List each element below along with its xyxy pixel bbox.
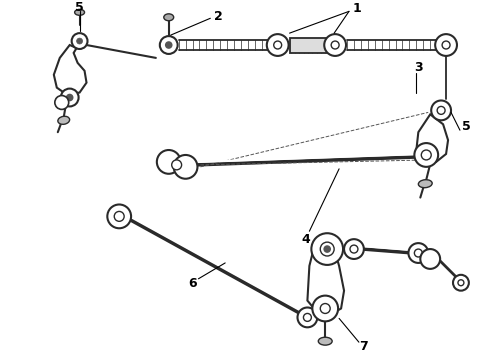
Circle shape (331, 41, 339, 49)
Text: 5: 5 (462, 120, 470, 133)
Circle shape (107, 204, 131, 228)
Circle shape (344, 239, 364, 259)
Circle shape (320, 303, 330, 314)
Text: 7: 7 (360, 339, 368, 353)
Circle shape (415, 143, 438, 167)
Text: 3: 3 (414, 61, 423, 74)
Circle shape (303, 314, 311, 321)
Circle shape (76, 38, 82, 44)
Circle shape (350, 245, 358, 253)
Polygon shape (54, 45, 87, 95)
Circle shape (67, 95, 73, 100)
Ellipse shape (318, 337, 332, 345)
Circle shape (72, 33, 88, 49)
Circle shape (274, 41, 282, 49)
Circle shape (311, 233, 343, 265)
Ellipse shape (418, 180, 432, 188)
Circle shape (172, 160, 182, 170)
Text: 2: 2 (214, 10, 222, 23)
Polygon shape (416, 114, 448, 162)
Text: 5: 5 (75, 1, 84, 14)
Circle shape (421, 150, 431, 160)
Circle shape (453, 275, 469, 291)
Circle shape (458, 280, 464, 286)
Circle shape (61, 89, 78, 107)
Circle shape (320, 242, 334, 256)
Circle shape (409, 243, 428, 263)
Ellipse shape (74, 9, 85, 15)
Ellipse shape (164, 14, 173, 21)
Circle shape (442, 41, 450, 49)
Polygon shape (307, 246, 344, 315)
Circle shape (173, 155, 197, 179)
Circle shape (166, 42, 171, 48)
Text: 1: 1 (352, 2, 361, 15)
Circle shape (297, 307, 318, 327)
Ellipse shape (58, 116, 70, 124)
Polygon shape (290, 38, 334, 53)
Circle shape (324, 34, 346, 56)
Circle shape (431, 100, 451, 120)
Circle shape (312, 296, 338, 321)
Circle shape (157, 150, 181, 174)
Circle shape (420, 249, 440, 269)
Circle shape (160, 36, 178, 54)
Text: 6: 6 (188, 277, 197, 290)
Circle shape (114, 211, 124, 221)
Circle shape (267, 34, 289, 56)
Circle shape (324, 246, 330, 252)
Circle shape (415, 249, 422, 257)
Circle shape (55, 95, 69, 109)
Circle shape (435, 34, 457, 56)
Circle shape (437, 107, 445, 114)
Text: 4: 4 (301, 233, 310, 246)
